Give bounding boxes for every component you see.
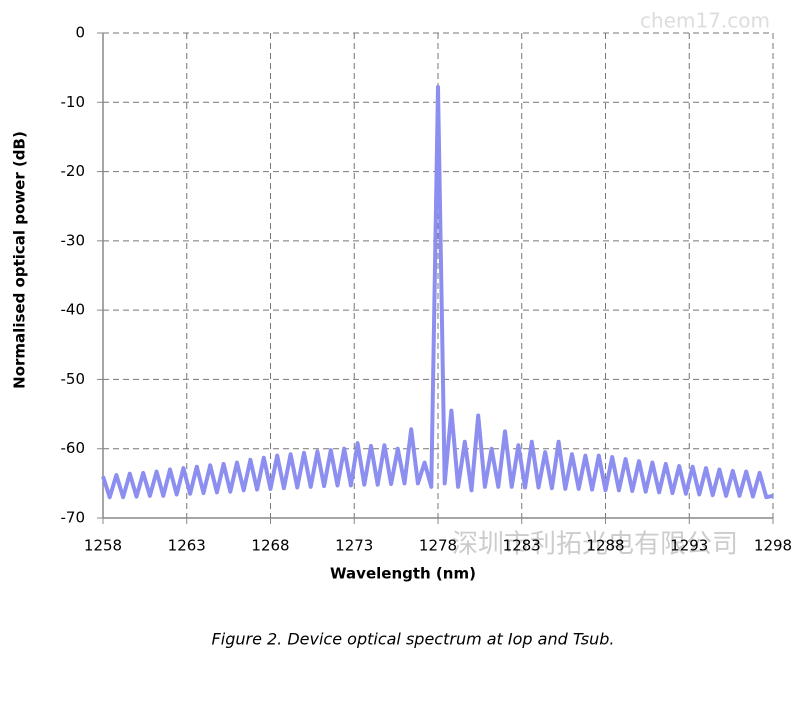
y-tick-label: -70 <box>61 509 86 527</box>
y-tick-label: -40 <box>61 301 86 319</box>
watermark: chem17.com <box>640 9 770 33</box>
y-tick-label: -10 <box>61 93 86 111</box>
y-tick-label: -50 <box>61 370 86 388</box>
y-tick-label: 0 <box>75 24 85 42</box>
x-tick-label: 1273 <box>335 537 373 555</box>
x-tick-label: 1278 <box>419 537 457 555</box>
x-axis-label: Wavelength (nm) <box>330 565 476 583</box>
caption: Figure 2. Device optical spectrum at Iop… <box>212 630 615 649</box>
y-tick-label: -30 <box>61 231 86 249</box>
y-axis-label: Normalised optical power (dB) <box>11 131 29 389</box>
spectrum-line <box>101 85 774 500</box>
x-tick-label: 1298 <box>754 537 792 555</box>
x-tick-label: 1258 <box>84 537 122 555</box>
x-tick-label: 1293 <box>670 537 708 555</box>
x-tick-label: 1288 <box>586 537 624 555</box>
y-tick-label: -20 <box>61 162 86 180</box>
x-tick-label: 1283 <box>503 537 541 555</box>
x-tick-label: 1263 <box>168 537 206 555</box>
y-tick-label: -60 <box>61 439 86 457</box>
x-tick-label: 1268 <box>251 537 289 555</box>
watermark-company: 深圳市利拓光电有限公司 <box>452 530 738 560</box>
